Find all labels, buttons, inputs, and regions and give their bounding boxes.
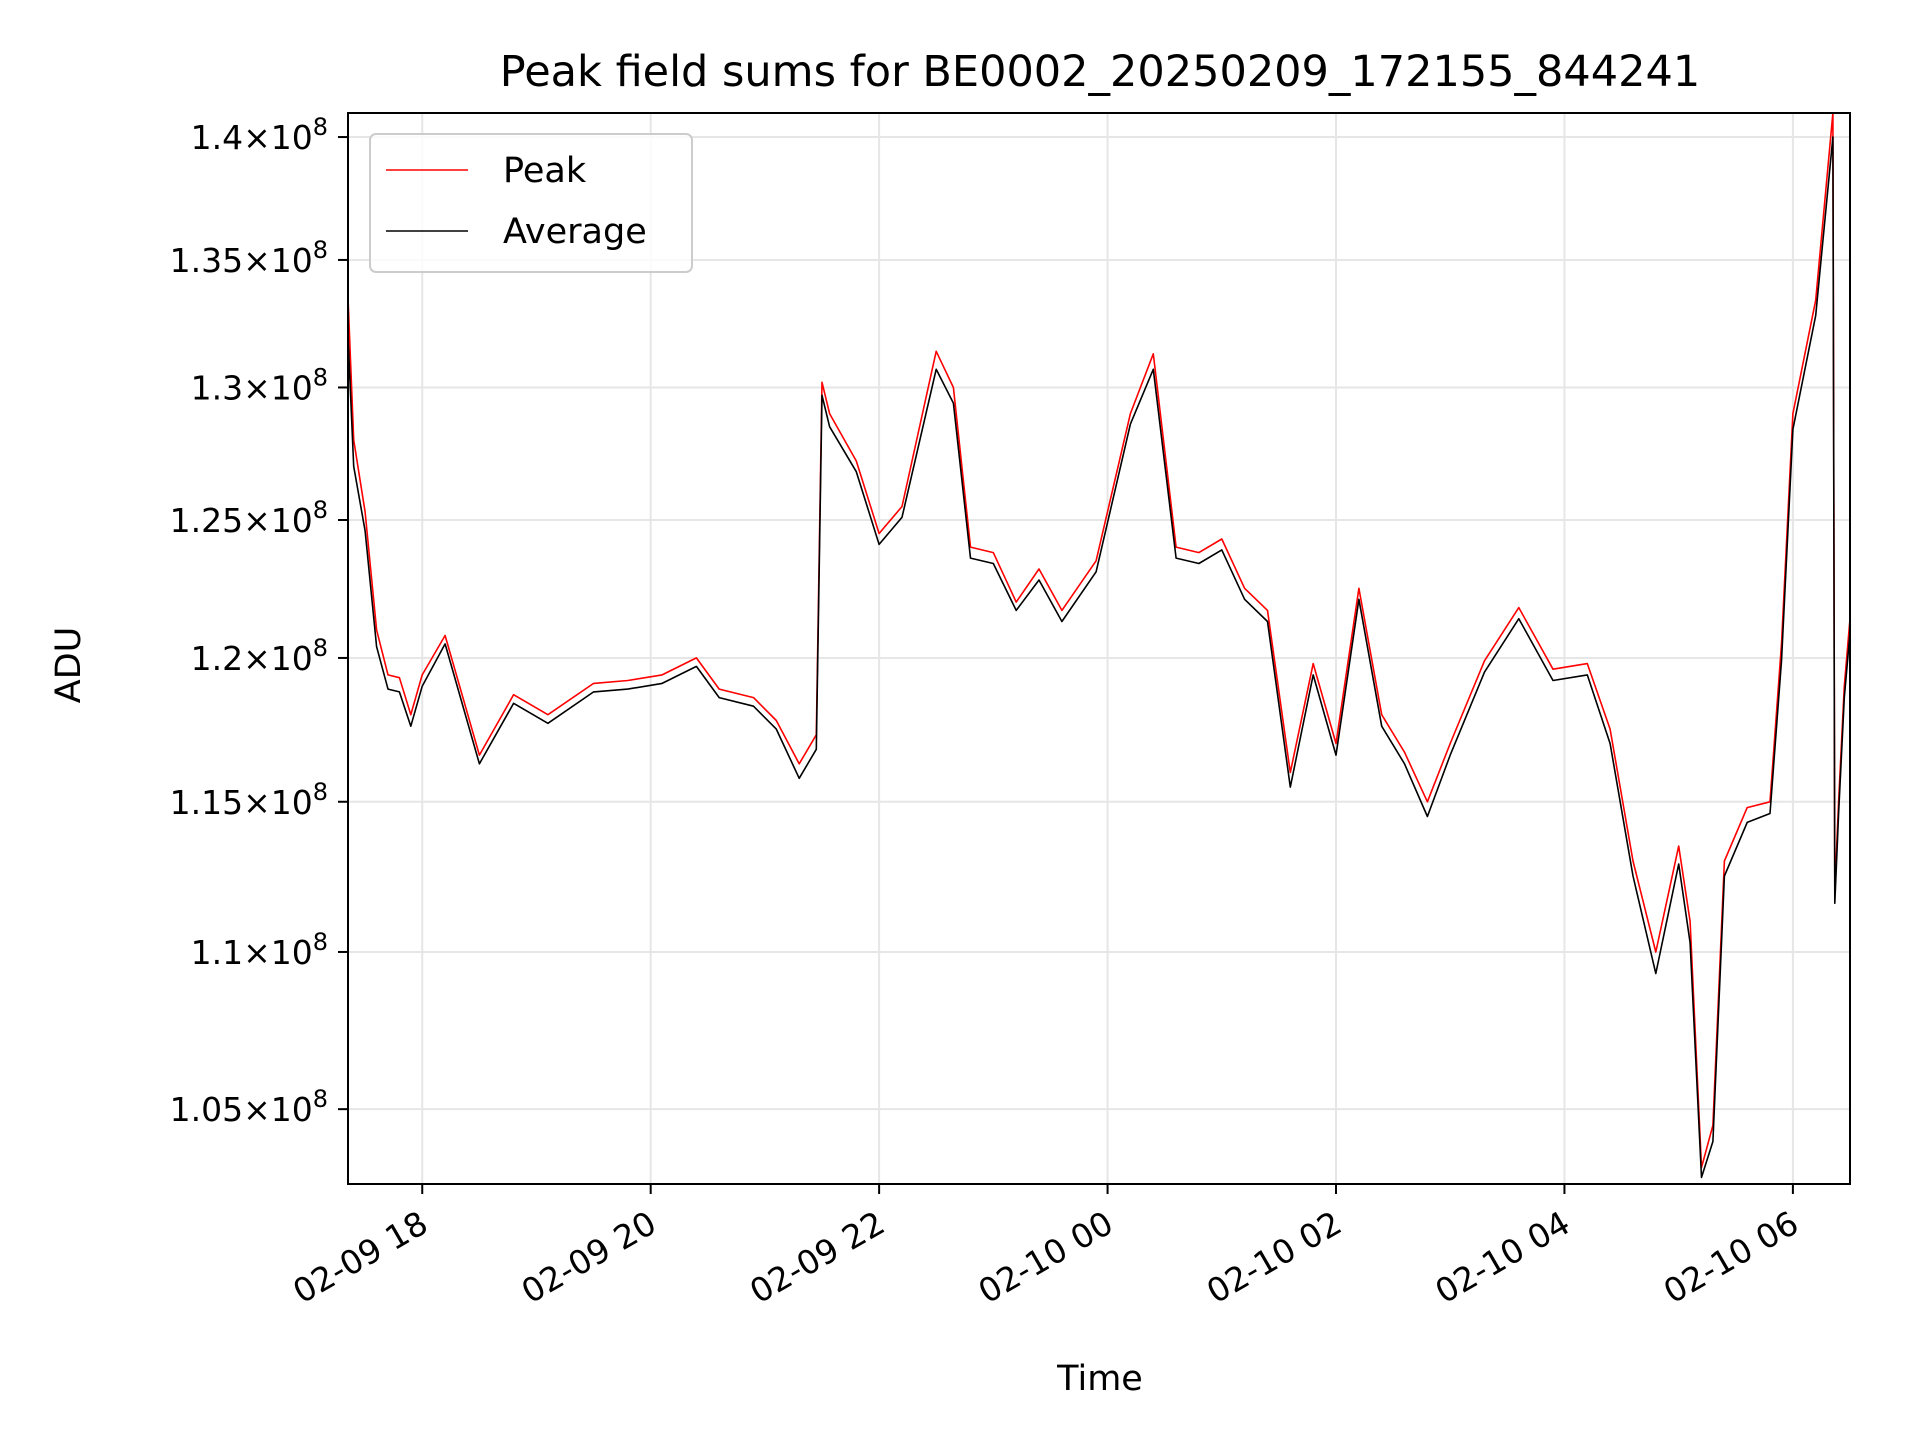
legend-box	[369, 133, 693, 273]
y-axis-ticks: 1.05×108 1.1×108 1.15×108 1.2×108 1.25×108 1.…	[170, 113, 348, 1129]
legend-label-average: Average	[503, 212, 647, 252]
series-line-peak	[347, 112, 1851, 1169]
y-tick-label: 1.35×108	[170, 236, 328, 280]
legend-label-peak: Peak	[503, 151, 587, 191]
legend: Peak Average	[369, 133, 693, 273]
y-axis-label: ADU	[49, 627, 89, 704]
y-tick-label: 1.15×108	[170, 778, 328, 822]
y-tick-label: 1.4×108	[191, 113, 328, 157]
chart-title: Peak field sums for BE0002_20250209_1721…	[500, 47, 1700, 97]
y-tick-label: 1.1×108	[191, 928, 328, 972]
y-tick-label: 1.2×108	[191, 634, 328, 678]
series-line-average	[347, 136, 1851, 1179]
y-tick-label: 1.3×108	[191, 363, 328, 407]
grid-lines	[348, 113, 1850, 1184]
series-lines	[347, 112, 1851, 1179]
y-tick-label: 1.25×108	[170, 496, 328, 540]
x-axis-label: Time	[1056, 1359, 1143, 1399]
y-tick-label: 1.05×108	[170, 1085, 328, 1129]
plot-frame	[347, 112, 1851, 1185]
